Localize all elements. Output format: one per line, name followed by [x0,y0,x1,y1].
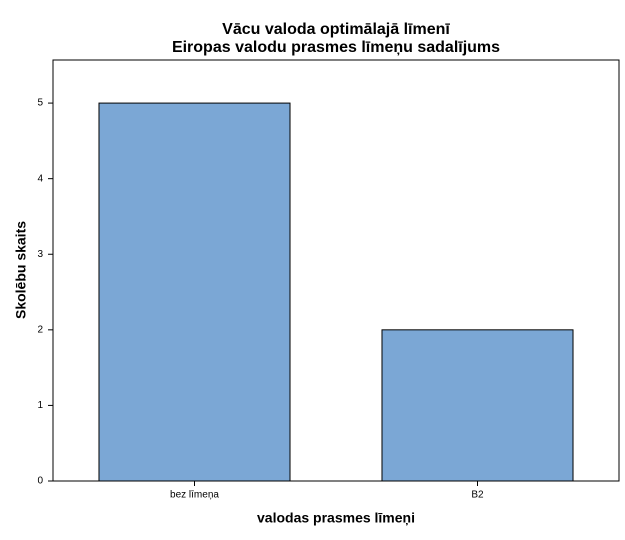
bar [98,102,291,482]
bar [381,329,574,482]
y-tick-label: 4 [37,173,43,184]
chart-subtitle: Eiropas valodu prasmes līmeņu sadalījums [172,39,500,56]
y-axis-label: Skolēbu skaits [13,221,29,319]
y-tick-label: 1 [37,400,43,411]
x-axis-label: valodas prasmes līmeņi [257,510,415,526]
chart-title: Vācu valoda optimālajā līmenī [222,21,450,38]
x-tick-label: B2 [471,490,484,501]
y-tick-label: 2 [37,324,43,335]
y-tick-label: 3 [37,249,43,260]
y-tick-label: 5 [37,98,43,109]
y-tick-label: 0 [37,476,43,487]
plot-frame [52,59,620,482]
x-tick-label: bez līmeņa [170,490,219,501]
